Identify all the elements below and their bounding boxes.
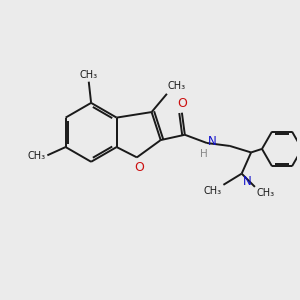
Text: CH₃: CH₃ xyxy=(167,82,186,92)
Text: CH₃: CH₃ xyxy=(80,70,98,80)
Text: H: H xyxy=(200,149,207,159)
Text: CH₃: CH₃ xyxy=(256,188,274,198)
Text: N: N xyxy=(243,175,252,188)
Text: CH₃: CH₃ xyxy=(28,152,46,161)
Text: CH₃: CH₃ xyxy=(204,186,222,196)
Text: O: O xyxy=(177,97,187,110)
Text: N: N xyxy=(208,135,216,148)
Text: O: O xyxy=(134,161,144,174)
